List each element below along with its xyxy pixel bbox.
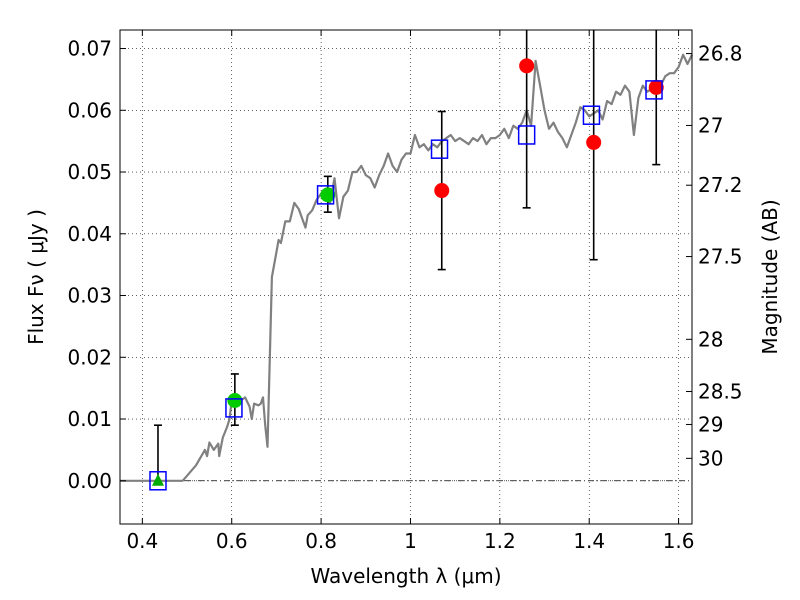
y-tick-label: 0.07 <box>67 37 112 61</box>
model-band-marker <box>430 139 449 159</box>
x-tick-label: 0.4 <box>126 529 158 553</box>
y-tick-label: 0.06 <box>67 98 112 122</box>
data-point <box>648 79 664 95</box>
y-tick-label: 0.03 <box>67 284 112 308</box>
x-tick-label: 1 <box>404 529 417 553</box>
model-band-marker <box>645 80 663 100</box>
magnitude-axis-label: Magnitude (AB) <box>758 199 782 354</box>
upper-limit-marker <box>151 473 164 486</box>
data-point <box>320 187 336 203</box>
magnitude-axis: 26.8 27 27.2 27.5 28 28.5 29 30 <box>686 42 743 470</box>
model-spectrum-line <box>120 53 693 482</box>
model-band-marker <box>225 398 243 418</box>
magnitude-tick-label: 27 <box>698 113 723 137</box>
model-band-marker <box>149 471 167 491</box>
x-tick-label: 0.6 <box>216 529 248 553</box>
model-spectrum <box>120 53 693 482</box>
data-point <box>434 183 450 199</box>
magnitude-tick-label: 28.5 <box>698 380 743 404</box>
x-tick-label: 1.6 <box>663 529 695 553</box>
magnitude-tick-label: 30 <box>698 446 723 470</box>
model-band-marker <box>517 125 536 145</box>
markers <box>149 58 664 491</box>
x-axis: 0.4 0.6 0.8 1 1.2 1.4 1.6 <box>126 30 695 553</box>
x-axis-label: Wavelength λ (μm) <box>310 564 501 588</box>
y-tick-label: 0.00 <box>67 469 112 493</box>
y-tick-label: 0.05 <box>67 160 112 184</box>
x-tick-label: 0.8 <box>305 529 337 553</box>
model-band-marker <box>582 105 601 125</box>
x-tick-label: 1.2 <box>484 529 516 553</box>
x-tick-label: 1.4 <box>573 529 605 553</box>
magnitude-tick-label: 27.2 <box>698 173 743 197</box>
y-axis-label: Flux Fν ( μJy ) <box>24 209 48 345</box>
data-point <box>519 58 535 74</box>
magnitude-tick-label: 28 <box>698 327 723 351</box>
data-point <box>227 393 243 408</box>
magnitude-tick-label: 27.5 <box>698 245 743 269</box>
y-tick-label: 0.02 <box>67 345 112 369</box>
model-band-marker <box>316 185 335 205</box>
plot-frame <box>119 29 693 525</box>
y-axis: 0.00 0.01 0.02 0.03 0.04 0.05 0.06 0.07 <box>67 37 126 493</box>
y-tick-label: 0.04 <box>67 222 112 246</box>
magnitude-tick-label: 29 <box>698 412 723 436</box>
data-point <box>586 134 602 150</box>
magnitude-tick-label: 26.8 <box>698 42 743 66</box>
y-tick-label: 0.01 <box>67 407 112 431</box>
